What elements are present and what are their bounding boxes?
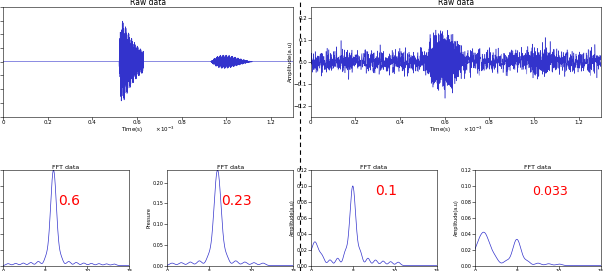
X-axis label: Time(s)        $\times10^{-3}$: Time(s) $\times10^{-3}$ [429, 125, 483, 136]
Y-axis label: Pressure: Pressure [146, 207, 152, 228]
Text: 0.23: 0.23 [221, 193, 252, 208]
Title: FFT data: FFT data [524, 165, 551, 170]
Title: FFT data: FFT data [217, 165, 244, 170]
Text: 0.1: 0.1 [376, 184, 397, 198]
Y-axis label: Amplitude(a.u): Amplitude(a.u) [288, 41, 292, 82]
Title: Raw data: Raw data [130, 0, 166, 7]
Y-axis label: Amplitude(a.u): Amplitude(a.u) [454, 199, 459, 236]
Text: 0.6: 0.6 [57, 193, 80, 208]
Text: 0.033: 0.033 [533, 185, 568, 198]
Title: FFT data: FFT data [360, 165, 387, 170]
Y-axis label: Amplitude(a.u): Amplitude(a.u) [290, 199, 295, 236]
Title: FFT data: FFT data [53, 165, 80, 170]
Title: Raw data: Raw data [438, 0, 474, 7]
X-axis label: Time(s)        $\times10^{-3}$: Time(s) $\times10^{-3}$ [121, 125, 175, 136]
